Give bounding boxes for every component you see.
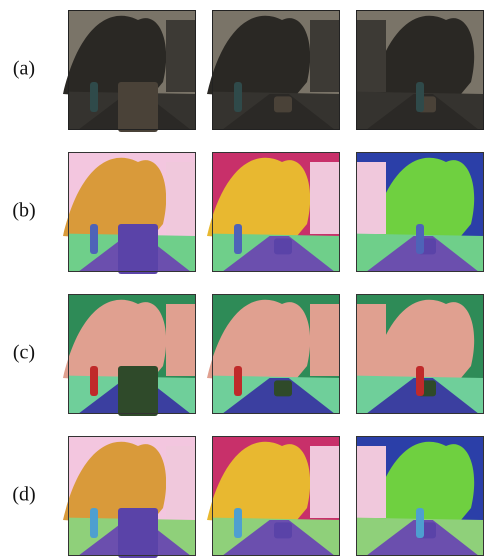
row-label: (a)	[13, 58, 35, 80]
pedestrian	[416, 366, 424, 396]
building	[356, 304, 386, 376]
building	[166, 162, 196, 234]
building	[356, 20, 386, 92]
building	[166, 20, 196, 92]
image-panel	[356, 294, 484, 414]
car	[118, 82, 158, 132]
car	[118, 508, 158, 558]
car	[274, 380, 292, 396]
image-panel	[207, 436, 340, 556]
pedestrian	[416, 82, 424, 112]
pedestrian	[234, 508, 242, 538]
pedestrian	[90, 82, 98, 112]
car	[274, 96, 292, 112]
building	[310, 304, 340, 376]
row-label: (c)	[13, 342, 35, 364]
car	[118, 366, 158, 416]
car	[118, 224, 158, 274]
row-label: (b)	[12, 200, 35, 222]
pedestrian	[90, 508, 98, 538]
image-panel	[356, 152, 484, 272]
image-panel	[207, 10, 340, 130]
image-panel	[63, 10, 196, 132]
car	[274, 238, 292, 254]
image-panel	[63, 436, 196, 558]
building	[310, 20, 340, 92]
pedestrian	[234, 224, 242, 254]
image-panel	[207, 152, 340, 272]
pedestrian	[416, 508, 424, 538]
building	[166, 304, 196, 376]
image-panel	[356, 10, 484, 130]
building	[166, 446, 196, 518]
row-label: (d)	[12, 484, 35, 506]
image-panel	[207, 294, 340, 414]
figure: (a) (b) (c) (d)	[0, 0, 488, 558]
image-panel	[356, 436, 484, 556]
pedestrian	[234, 366, 242, 396]
pedestrian	[234, 82, 242, 112]
image-panel	[63, 294, 196, 416]
pedestrian	[90, 224, 98, 254]
building	[310, 162, 340, 234]
pedestrian	[416, 224, 424, 254]
building	[356, 162, 386, 234]
image-panel	[63, 152, 196, 274]
car	[274, 522, 292, 538]
pedestrian	[90, 366, 98, 396]
building	[356, 446, 386, 518]
building	[310, 446, 340, 518]
